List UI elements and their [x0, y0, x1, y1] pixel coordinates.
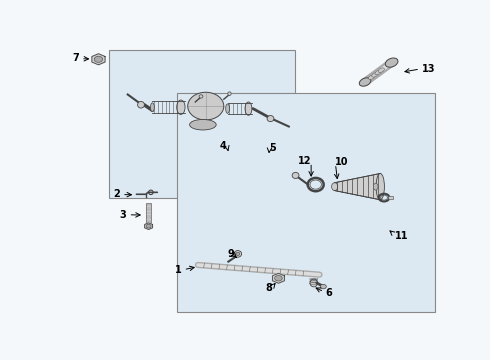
- Circle shape: [94, 56, 102, 62]
- Ellipse shape: [138, 102, 145, 108]
- Ellipse shape: [199, 95, 203, 98]
- Ellipse shape: [375, 70, 381, 75]
- Text: 8: 8: [265, 283, 272, 293]
- Ellipse shape: [190, 120, 216, 130]
- Ellipse shape: [150, 103, 154, 112]
- Ellipse shape: [310, 180, 321, 189]
- Bar: [388, 196, 393, 199]
- Ellipse shape: [245, 102, 252, 115]
- Circle shape: [275, 275, 282, 281]
- Ellipse shape: [267, 116, 274, 122]
- Text: 11: 11: [394, 231, 408, 241]
- Ellipse shape: [236, 252, 240, 256]
- Ellipse shape: [177, 100, 185, 114]
- Circle shape: [146, 224, 151, 228]
- Ellipse shape: [188, 92, 224, 120]
- Text: 1: 1: [175, 265, 182, 275]
- Ellipse shape: [226, 104, 229, 113]
- Ellipse shape: [234, 251, 242, 257]
- Polygon shape: [92, 54, 105, 65]
- Polygon shape: [335, 174, 380, 200]
- Polygon shape: [145, 223, 152, 229]
- Text: 4: 4: [220, 141, 226, 151]
- Text: 10: 10: [335, 157, 348, 167]
- Bar: [177, 93, 435, 312]
- Text: 9: 9: [227, 249, 234, 260]
- Ellipse shape: [385, 58, 398, 67]
- Ellipse shape: [373, 183, 378, 190]
- Bar: [146, 203, 151, 223]
- Ellipse shape: [372, 73, 378, 77]
- Text: 7: 7: [73, 53, 79, 63]
- Ellipse shape: [228, 92, 231, 95]
- Polygon shape: [272, 273, 284, 283]
- Ellipse shape: [376, 174, 385, 200]
- Ellipse shape: [292, 172, 299, 179]
- Text: 3: 3: [120, 210, 126, 220]
- Text: 13: 13: [422, 64, 436, 74]
- Ellipse shape: [310, 279, 318, 287]
- Ellipse shape: [378, 68, 384, 72]
- Ellipse shape: [332, 183, 338, 190]
- Text: 5: 5: [270, 143, 276, 153]
- Ellipse shape: [368, 75, 375, 80]
- Ellipse shape: [320, 284, 326, 289]
- Text: 2: 2: [113, 189, 120, 199]
- Text: 12: 12: [298, 156, 312, 166]
- Text: 6: 6: [325, 288, 332, 298]
- Ellipse shape: [359, 78, 371, 86]
- Bar: [109, 50, 295, 198]
